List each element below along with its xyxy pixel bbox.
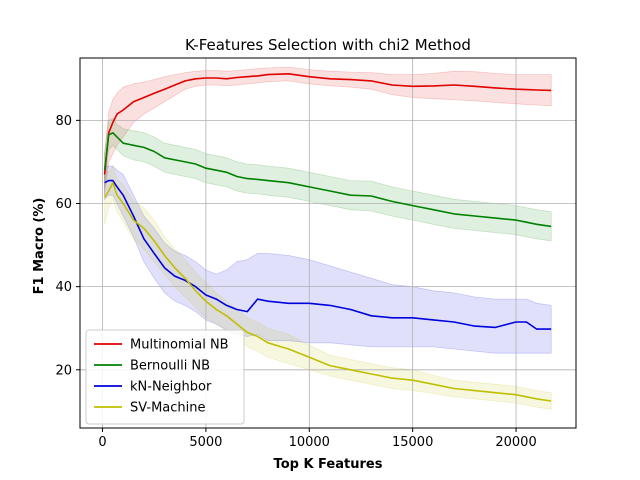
series-line-1 bbox=[103, 132, 552, 228]
y-tick-label: 40 bbox=[55, 280, 72, 295]
legend: Multinomial NB Bernoulli NB kN-Neighbor SV-… bbox=[85, 329, 245, 425]
x-tick-label: 10000 bbox=[289, 435, 330, 450]
x-tick-label: 5000 bbox=[189, 435, 222, 450]
series-line-2 bbox=[104, 179, 552, 330]
band-series-2 bbox=[104, 165, 552, 354]
y-axis-title: F1 Macro (%) bbox=[32, 198, 47, 295]
series-line-0 bbox=[103, 73, 552, 175]
x-tick-label: 15000 bbox=[392, 435, 433, 450]
series-lines bbox=[103, 73, 552, 402]
legend-label-3: SV-Machine bbox=[130, 401, 206, 416]
axis-ticks: 0 5000 10000 15000 20000 20 40 60 80 bbox=[55, 114, 536, 450]
band-series-0 bbox=[104, 66, 552, 196]
legend-box bbox=[85, 329, 245, 425]
x-axis-title: Top K Features bbox=[274, 457, 383, 472]
y-tick-label: 20 bbox=[55, 363, 72, 378]
plot-frame bbox=[79, 57, 577, 429]
series-line-3 bbox=[103, 181, 552, 402]
chart-title: K-Features Selection with chi2 Method bbox=[185, 36, 471, 54]
legend-label-0: Multinomial NB bbox=[130, 338, 229, 353]
legend-label-1: Bernoulli NB bbox=[130, 359, 210, 374]
y-tick-label: 80 bbox=[55, 114, 72, 129]
y-tick-label: 60 bbox=[55, 197, 72, 212]
legend-label-2: kN-Neighbor bbox=[130, 380, 212, 395]
x-tick-label: 0 bbox=[98, 435, 106, 450]
x-tick-label: 20000 bbox=[495, 435, 536, 450]
